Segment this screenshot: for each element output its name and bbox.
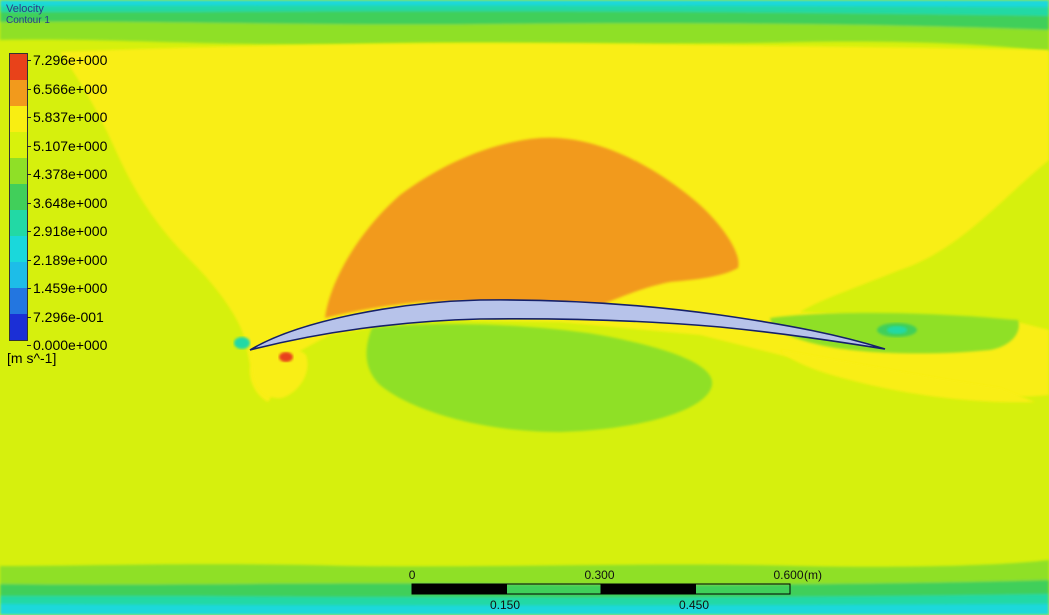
pressure-side-slow-region xyxy=(366,324,713,432)
legend-subtitle: Contour 1 xyxy=(6,15,50,26)
legend-swatch xyxy=(10,54,27,80)
legend-tick xyxy=(27,174,31,175)
legend-value-label: 5.837e+000 xyxy=(33,109,108,125)
legend-tick xyxy=(27,231,31,232)
legend-swatch xyxy=(10,236,27,262)
leading-edge-hotspot xyxy=(279,352,293,362)
legend-tick xyxy=(27,345,31,346)
legend-swatch xyxy=(10,210,27,236)
suction-peak-region xyxy=(325,137,739,318)
legend-title: Velocity xyxy=(6,3,44,15)
legend-swatch xyxy=(10,158,27,184)
legend-tick xyxy=(27,316,31,318)
legend-swatch xyxy=(10,132,27,158)
legend-value-label: 1.459e+000 xyxy=(33,280,108,296)
legend-value-label: 6.566e+000 xyxy=(33,80,108,97)
legend-tick xyxy=(27,60,31,61)
top-boundary-layer xyxy=(0,0,1049,52)
scale-bar-label: 0.450 xyxy=(679,598,710,612)
legend-value-label: 2.918e+000 xyxy=(33,223,108,239)
legend-swatch xyxy=(10,314,27,340)
stagnation-point xyxy=(234,337,250,349)
legend-value-label: 7.296e-001 xyxy=(33,308,104,325)
legend-value-label: 4.378e+000 xyxy=(33,166,108,182)
legend-unit: [m s^-1] xyxy=(7,350,57,366)
legend-tick xyxy=(27,202,31,204)
leading-edge-bubble xyxy=(252,347,308,399)
legend-value-label: 7.296e+000 xyxy=(33,52,108,68)
bottom-boundary-layer xyxy=(0,560,1049,615)
legend-tick xyxy=(27,288,31,289)
legend-tick xyxy=(27,88,31,90)
scale-bar-label: 0.150 xyxy=(490,598,521,612)
legend-value-label: 2.189e+000 xyxy=(33,251,108,268)
legend-swatch xyxy=(10,262,27,288)
scale-bar-label: 0.300 xyxy=(584,568,615,582)
legend-value-label: 0.000e+000 xyxy=(33,337,108,353)
scale-bar-label: (m) xyxy=(804,568,822,582)
airfoil-shape xyxy=(249,299,886,351)
legend-tick xyxy=(27,145,31,147)
legend-value-label: 5.107e+000 xyxy=(33,137,108,154)
wake-lower-streak xyxy=(780,350,1035,403)
legend-swatch xyxy=(10,288,27,314)
legend-swatch xyxy=(10,80,27,106)
legend-tick xyxy=(27,117,31,118)
legend-swatch xyxy=(10,184,27,210)
legend-tick xyxy=(27,259,31,261)
color-legend-bar xyxy=(9,53,28,341)
legend-swatch xyxy=(10,106,27,132)
scale-bar-label: 0 xyxy=(408,568,416,582)
legend-value-label: 3.648e+000 xyxy=(33,194,108,211)
scale-bar-label: 0.600 xyxy=(773,568,804,582)
